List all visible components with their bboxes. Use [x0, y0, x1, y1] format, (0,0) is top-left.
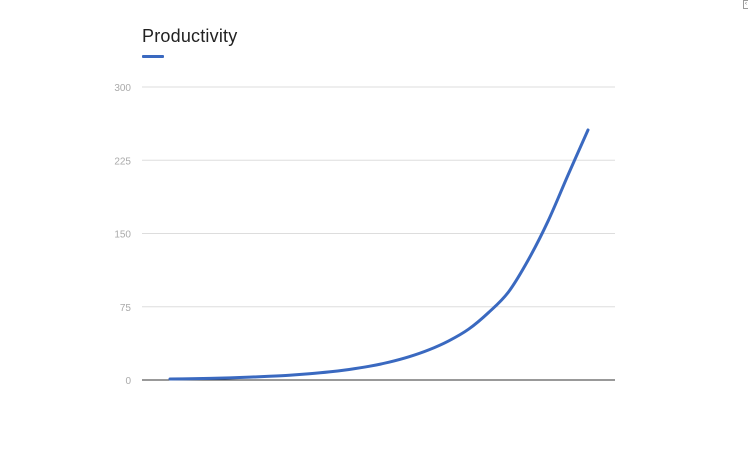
y-tick-label: 225 — [114, 156, 131, 167]
y-tick-label: 150 — [114, 230, 131, 241]
legend-swatch — [142, 55, 164, 58]
corner-handle-icon[interactable]: ‹ — [743, 0, 748, 9]
chart-title: Productivity — [142, 26, 238, 46]
y-tick-label: 300 — [114, 83, 131, 94]
y-tick-label: 75 — [120, 303, 132, 314]
y-tick-label: 0 — [125, 376, 131, 387]
series-line-productivity — [168, 128, 590, 381]
